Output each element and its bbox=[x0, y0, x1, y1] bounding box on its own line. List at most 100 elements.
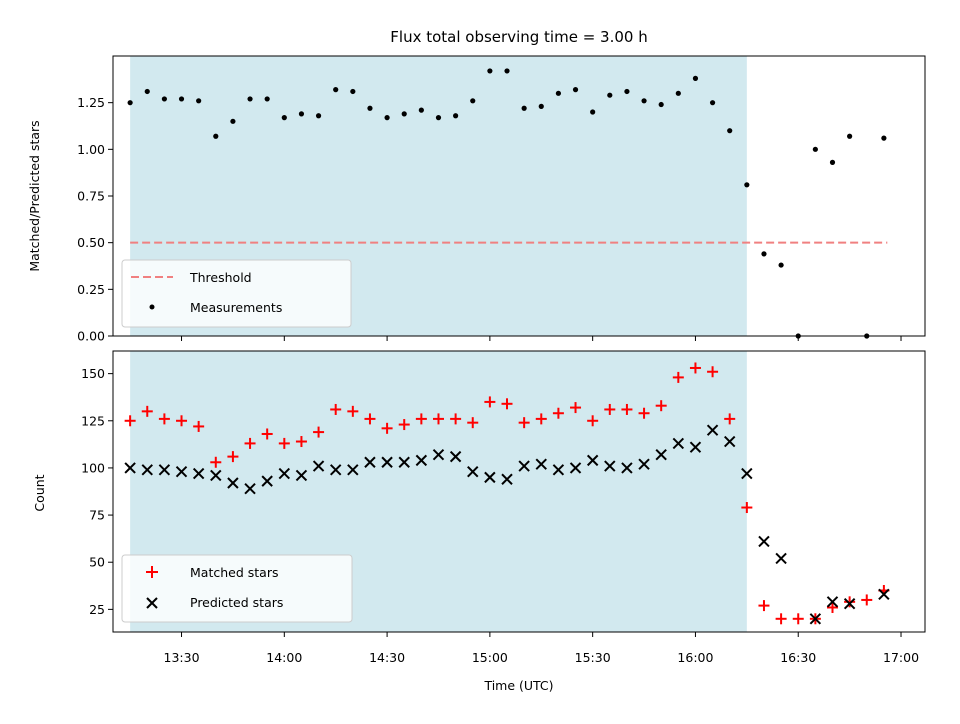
predicted-star-point bbox=[124, 462, 136, 474]
predicted-star-point bbox=[278, 467, 291, 480]
top-legend-box bbox=[121, 259, 352, 328]
matched-star-point bbox=[587, 415, 599, 427]
measurement-point bbox=[367, 105, 373, 111]
measurement-point bbox=[298, 111, 305, 117]
measurement-point bbox=[744, 182, 750, 188]
matched-stars-series bbox=[124, 362, 890, 625]
bottom-x-axis-ticks: 13:30 14:00 14:30 15:00 15:30 16:00 16:30 17:00 bbox=[164, 632, 919, 665]
matched-star-point bbox=[655, 400, 667, 412]
matched-star-point bbox=[415, 413, 427, 425]
matched-star-point bbox=[518, 417, 530, 429]
measurement-point bbox=[778, 262, 784, 268]
predicted-star-point bbox=[501, 473, 513, 485]
matched-star-point bbox=[844, 596, 856, 608]
predicted-star-point bbox=[449, 450, 462, 463]
measurement-point bbox=[247, 96, 253, 102]
legend-predicted-label: Predicted stars bbox=[190, 595, 283, 610]
measurement-point bbox=[178, 96, 185, 102]
matched-star-point bbox=[861, 594, 873, 606]
measurement-point bbox=[453, 113, 459, 119]
measurement-point bbox=[692, 75, 699, 81]
measurement-point bbox=[504, 68, 510, 74]
predicted-star-point bbox=[706, 424, 719, 436]
measurement-point bbox=[727, 128, 733, 134]
predicted-star-point bbox=[398, 456, 410, 468]
predicted-star-point bbox=[432, 449, 445, 461]
measurement-point bbox=[333, 87, 339, 93]
bottom-y-tick-label: 125 bbox=[81, 413, 105, 428]
bottom-y-axis-ticks: 25 50 75 100 125 150 bbox=[81, 366, 113, 617]
matched-star-point bbox=[381, 422, 393, 434]
measurement-point bbox=[230, 118, 236, 124]
predicted-star-point bbox=[192, 467, 205, 480]
matched-star-point bbox=[672, 371, 684, 383]
legend-predicted-swatch bbox=[146, 597, 158, 609]
matched-star-point bbox=[775, 613, 787, 625]
measurement-point bbox=[709, 100, 716, 106]
matched-star-point bbox=[176, 415, 188, 427]
bottom-y-axis-label: Count bbox=[32, 474, 47, 511]
legend-measurements-label: Measurements bbox=[190, 300, 282, 315]
bottom-y-tick-label: 150 bbox=[81, 366, 105, 381]
matched-star-point bbox=[450, 413, 462, 425]
x-tick-label: 14:00 bbox=[266, 650, 302, 665]
predicted-star-point bbox=[569, 462, 582, 474]
matched-star-point bbox=[210, 456, 222, 468]
bottom-panel: 25 50 75 100 125 150 13:30 14:00 14:30 15:00 15:3… bbox=[32, 350, 926, 693]
predicted-star-point bbox=[535, 458, 547, 470]
predicted-star-point bbox=[638, 458, 650, 470]
predicted-star-point bbox=[175, 465, 188, 478]
bottom-y-tick-label: 25 bbox=[89, 602, 105, 617]
measurement-point bbox=[555, 90, 562, 96]
x-tick-label: 15:00 bbox=[472, 650, 508, 665]
measurement-point bbox=[572, 87, 579, 93]
measurement-point bbox=[607, 92, 613, 98]
matched-star-point bbox=[501, 398, 513, 410]
x-tick-label: 14:30 bbox=[369, 650, 405, 665]
measurement-point bbox=[213, 133, 219, 139]
matched-star-point bbox=[604, 403, 616, 415]
measurement-point bbox=[881, 135, 887, 141]
top-y-axis-ticks: 0.00 0.25 0.50 0.75 1.00 1.25 bbox=[77, 95, 113, 344]
measurement-point bbox=[196, 98, 202, 104]
matched-star-point bbox=[278, 437, 290, 449]
matched-star-point bbox=[741, 502, 753, 514]
legend-matched-label: Matched stars bbox=[190, 565, 278, 580]
matched-star-point bbox=[398, 419, 410, 431]
matched-star-point bbox=[347, 405, 359, 417]
matched-star-point bbox=[141, 405, 153, 417]
legend-measurements-swatch bbox=[149, 304, 155, 310]
top-y-tick-label: 0.75 bbox=[77, 189, 105, 204]
legend-matched-swatch bbox=[146, 566, 158, 578]
predicted-star-point bbox=[809, 613, 822, 625]
matched-star-point bbox=[638, 407, 650, 419]
matched-star-point bbox=[758, 600, 770, 612]
measurement-point bbox=[127, 100, 133, 106]
predicted-star-point bbox=[724, 435, 736, 448]
measurement-point bbox=[487, 68, 493, 74]
predicted-star-point bbox=[158, 464, 171, 476]
predicted-star-point bbox=[826, 596, 839, 608]
top-plot-frame bbox=[112, 55, 926, 337]
chart-title: Flux total observing time = 3.00 h bbox=[390, 28, 647, 46]
predicted-star-point bbox=[415, 454, 428, 467]
measurement-point bbox=[435, 115, 442, 121]
measurement-point bbox=[401, 111, 407, 117]
matched-star-point bbox=[432, 413, 444, 425]
measurement-point bbox=[470, 98, 476, 104]
measurement-point bbox=[675, 90, 681, 96]
bottom-y-tick-label: 75 bbox=[89, 508, 105, 523]
measurement-point bbox=[761, 251, 767, 257]
top-legend: Threshold Measurements bbox=[121, 259, 352, 328]
predicted-star-point bbox=[758, 535, 770, 548]
predicted-star-point bbox=[775, 552, 787, 565]
matched-star-point bbox=[193, 420, 205, 432]
matched-star-point bbox=[535, 413, 547, 425]
x-tick-label: 17:00 bbox=[883, 650, 919, 665]
measurement-point bbox=[847, 133, 853, 139]
measurement-point bbox=[624, 88, 630, 95]
bottom-legend: Matched stars Predicted stars bbox=[121, 554, 353, 623]
top-panel: 0.00 0.25 0.50 0.75 1.00 1.25 Flux total obse… bbox=[27, 28, 926, 344]
matched-star-point bbox=[570, 402, 582, 414]
